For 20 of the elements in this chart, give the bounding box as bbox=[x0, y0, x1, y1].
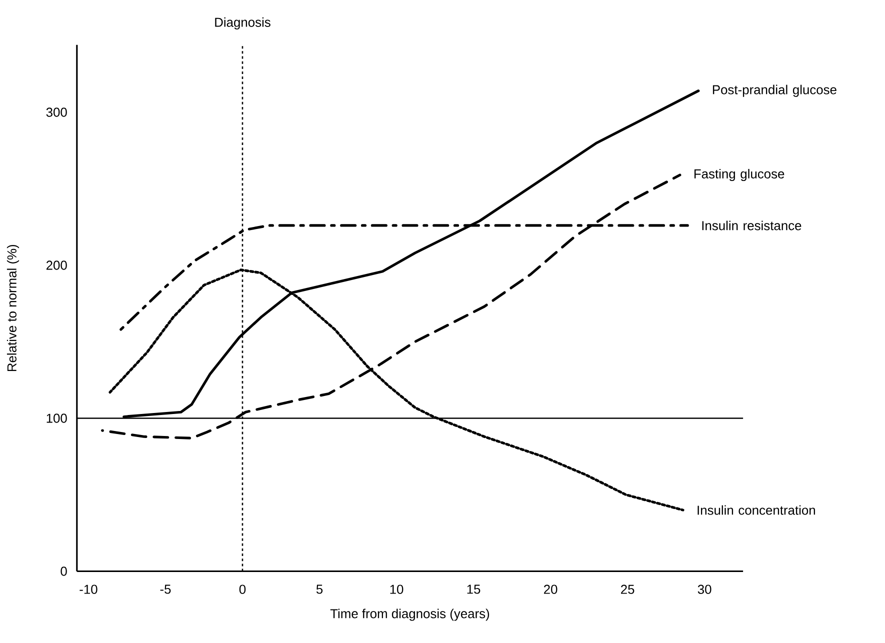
x-tick-label: 5 bbox=[316, 584, 323, 594]
x-tick-label: 30 bbox=[698, 584, 712, 594]
y-tick-label: 0 bbox=[60, 566, 67, 576]
y-axis-title: Relative to normal (%) bbox=[6, 244, 20, 371]
y-tick-label: 300 bbox=[46, 108, 67, 117]
x-tick-label: 25 bbox=[621, 584, 634, 594]
y-tick-label: 100 bbox=[46, 414, 67, 423]
x-tick-label: 15 bbox=[467, 584, 480, 594]
ref-line-label: Diagnosis bbox=[215, 17, 270, 30]
y-tick-label: 200 bbox=[46, 260, 67, 270]
series-label: Post-prandial glucose bbox=[712, 84, 836, 97]
x-axis-title: Time from diagnosis (years) bbox=[330, 608, 490, 621]
x-tick-label: -5 bbox=[160, 584, 171, 594]
x-tick-label: 10 bbox=[390, 584, 404, 594]
series-label: Insulin resistance bbox=[702, 220, 802, 230]
x-tick-label: 0 bbox=[239, 584, 246, 594]
series-label: Insulin concentration bbox=[698, 505, 815, 515]
x-tick-label: 20 bbox=[544, 584, 558, 594]
x-tick-label: -10 bbox=[80, 584, 98, 594]
series-label: Fasting glucose bbox=[694, 168, 784, 181]
